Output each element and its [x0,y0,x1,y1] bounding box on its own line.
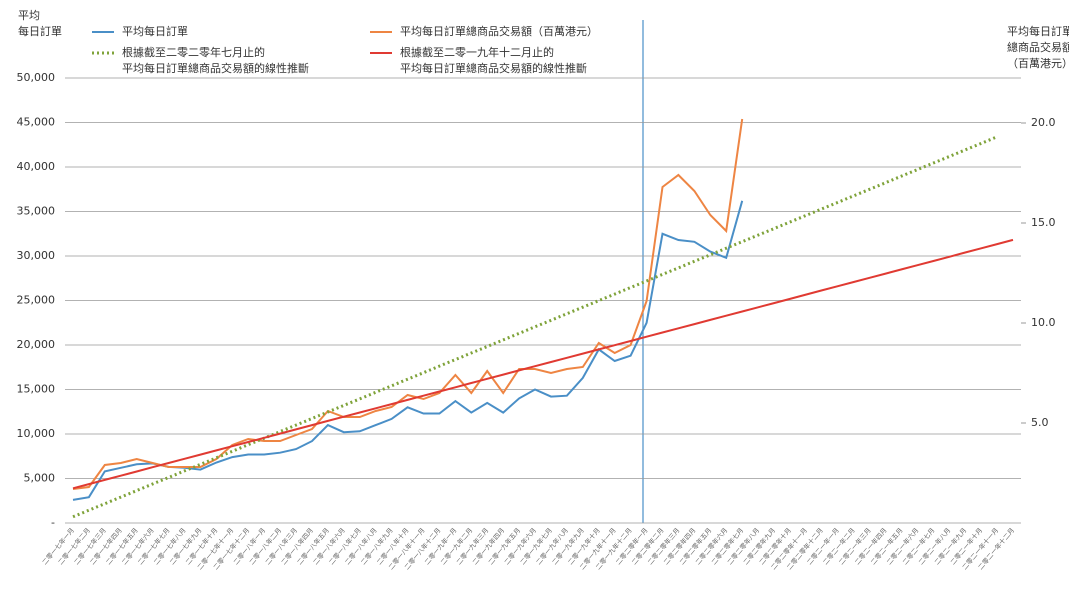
y-tick-label: 40,000 [17,160,56,173]
series-line [72,200,744,501]
y-tick-label: 20,000 [17,338,56,351]
legend-label: 根據截至二零二零年七月止的平均每日訂單總商品交易額的線性推斷 [122,45,309,75]
y-tick-label: 15,000 [17,383,56,396]
legend-label: 平均每日訂單總商品交易額（百萬港元） [400,24,598,38]
series-line [72,238,1014,490]
y-tick-label: 50,000 [17,71,56,84]
y-tick-label: 45,000 [17,116,56,129]
y-tick-label: - [51,516,55,529]
y2-tick-label: 20.0 [1031,116,1056,129]
series-line [72,118,744,490]
y-axis-title: 平均每日訂單 [18,9,62,38]
series-line [72,135,998,519]
y2-axis-title: 平均每日訂單總商品交易額（百萬港元） [1007,24,1069,70]
legend-label: 根據截至二零一九年十二月止的平均每日訂單總商品交易額的線性推斷 [400,45,587,75]
y-tick-label: 10,000 [17,427,56,440]
y-tick-label: 5,000 [24,472,56,485]
y-tick-label: 35,000 [17,205,56,218]
y2-tick-label: 15.0 [1031,216,1056,229]
y2-tick-label: 5.0 [1031,416,1049,429]
y-tick-label: 25,000 [17,294,56,307]
y2-tick-label: 10.0 [1031,316,1056,329]
y-tick-label: 30,000 [17,249,56,262]
legend-label: 平均每日訂單 [122,24,188,38]
